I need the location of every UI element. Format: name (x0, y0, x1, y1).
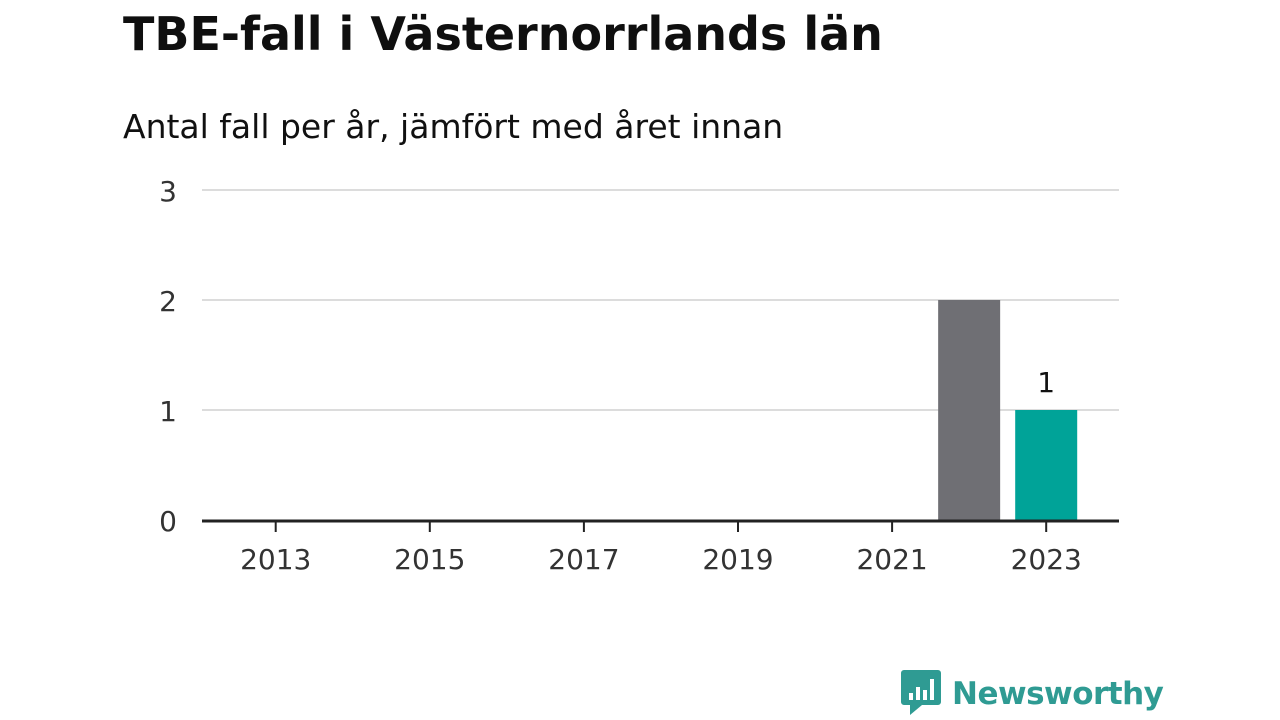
newsworthy-brand[interactable]: Newsworthy (900, 668, 1164, 720)
x-tick-label: 2019 (702, 543, 773, 576)
bar-2023 (1015, 410, 1078, 520)
x-tick-label: 2023 (1011, 543, 1082, 576)
x-tick-label: 2015 (394, 543, 465, 576)
data-label: 1 (1037, 366, 1055, 399)
chart-title: TBE-fall i Västernorrlands län (123, 7, 883, 61)
y-tick-label: 1 (159, 395, 177, 428)
x-tick-label: 2017 (548, 543, 619, 576)
chart-subtitle: Antal fall per år, jämfört med året inna… (123, 107, 784, 146)
bars (938, 300, 1078, 520)
x-tick-label: 2021 (856, 543, 927, 576)
y-axis-ticks: 0 1 2 3 (159, 175, 177, 538)
newsworthy-logo-icon (900, 668, 942, 720)
x-tick-label: 2013 (240, 543, 311, 576)
data-labels: 1 (1037, 366, 1055, 399)
brand-name: Newsworthy (952, 676, 1164, 712)
bar-2022 (938, 300, 1001, 520)
y-tick-label: 0 (159, 505, 177, 538)
y-tick-label: 2 (159, 285, 177, 318)
x-axis-ticks: 2013 2015 2017 2019 2021 2023 (240, 522, 1082, 576)
y-tick-label: 3 (159, 175, 177, 208)
